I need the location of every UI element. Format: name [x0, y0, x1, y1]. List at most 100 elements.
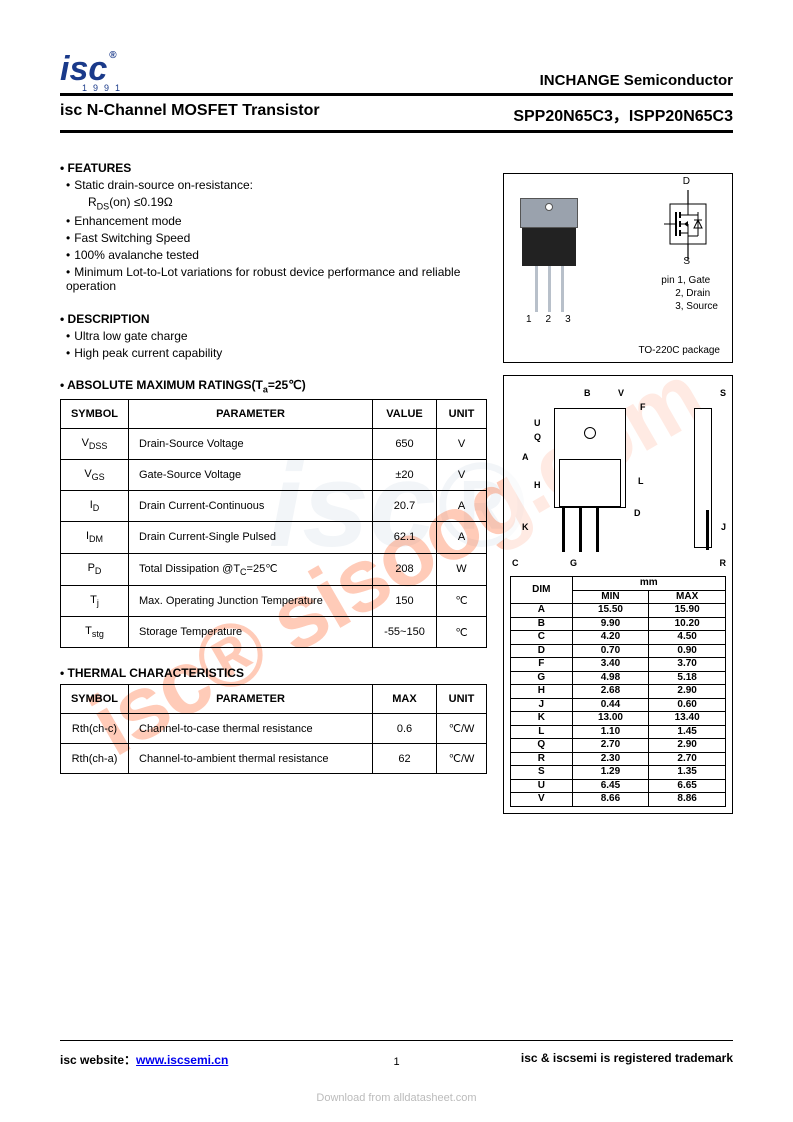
col-max: MAX: [373, 685, 437, 714]
footer-left: isc website：www.iscsemi.cn: [60, 1051, 228, 1068]
cell-dim: L: [511, 725, 573, 739]
cell-max: 15.90: [649, 604, 726, 618]
table-header-row: SYMBOL PARAMETER VALUE UNIT: [61, 399, 487, 428]
table-row: VDSSDrain-Source Voltage650V: [61, 428, 487, 459]
cell-unit: ℃: [437, 616, 487, 647]
cell-unit: A: [437, 522, 487, 553]
cell-dim: A: [511, 604, 573, 618]
cell-dim: D: [511, 644, 573, 658]
cell-symbol: PD: [61, 553, 129, 585]
cell-max: 8.86: [649, 793, 726, 807]
table-row: B9.9010.20: [511, 617, 726, 631]
feature-item: •Fast Switching Speed: [66, 231, 487, 245]
cell-symbol: VDSS: [61, 428, 129, 459]
header-rule: [60, 93, 733, 96]
col-parameter: PARAMETER: [129, 685, 373, 714]
ratings-heading: • ABSOLUTE MAXIMUM RATINGS(Ta=25℃): [60, 378, 487, 394]
col-mm: mm: [572, 577, 725, 591]
cell-parameter: Drain Current-Single Pulsed: [129, 522, 373, 553]
cell-max: 3.70: [649, 658, 726, 672]
table-row: PDTotal Dissipation @TC=25℃208W: [61, 553, 487, 585]
cell-min: 1.29: [572, 766, 649, 780]
cell-parameter: Drain-Source Voltage: [129, 428, 373, 459]
page-number: 1: [393, 1056, 399, 1068]
cell-min: 15.50: [572, 604, 649, 618]
table-row: Rth(ch-a)Channel-to-ambient thermal resi…: [61, 744, 487, 774]
cell-dim: V: [511, 793, 573, 807]
cell-symbol: Tstg: [61, 616, 129, 647]
pin-numbers: 123: [526, 314, 585, 325]
cell-dim: G: [511, 671, 573, 685]
table-row: A15.5015.90: [511, 604, 726, 618]
cell-max: 2.70: [649, 752, 726, 766]
col-max: MAX: [649, 590, 726, 604]
feature-item: •100% avalanche tested: [66, 248, 487, 262]
cell-min: 8.66: [572, 793, 649, 807]
cell-max: 4.50: [649, 631, 726, 645]
mechanical-drawing: B V F U Q A H L K D G C S J R: [510, 382, 726, 572]
cell-dim: K: [511, 712, 573, 726]
cell-dim: S: [511, 766, 573, 780]
page-header: isc® 1991 INCHANGE Semiconductor: [60, 50, 733, 89]
cell-value: ±20: [373, 459, 437, 490]
cell-max: 62: [373, 744, 437, 774]
cell-unit: W: [437, 553, 487, 585]
col-unit: UNIT: [437, 399, 487, 428]
package-name: TO-220C package: [638, 345, 720, 356]
cell-max: 2.90: [649, 739, 726, 753]
cell-dim: U: [511, 779, 573, 793]
title-row: isc N-Channel MOSFET Transistor SPP20N65…: [60, 102, 733, 126]
cell-parameter: Gate-Source Voltage: [129, 459, 373, 490]
cell-value: 650: [373, 428, 437, 459]
brand-name: INCHANGE Semiconductor: [540, 72, 733, 89]
col-symbol: SYMBOL: [61, 685, 129, 714]
table-header-row: SYMBOL PARAMETER MAX UNIT: [61, 685, 487, 714]
drain-label: D: [683, 176, 690, 187]
table-row: C4.204.50: [511, 631, 726, 645]
cell-min: 13.00: [572, 712, 649, 726]
cell-max: 0.6: [373, 714, 437, 744]
features-heading: • FEATURES: [60, 161, 487, 175]
feature-item: •Enhancement mode: [66, 214, 487, 228]
cell-dim: H: [511, 685, 573, 699]
cell-dim: B: [511, 617, 573, 631]
table-row: IDMDrain Current-Single Pulsed62.1A: [61, 522, 487, 553]
cell-parameter: Channel-to-ambient thermal resistance: [129, 744, 373, 774]
cell-max: 1.35: [649, 766, 726, 780]
cell-min: 3.40: [572, 658, 649, 672]
cell-symbol: Tj: [61, 585, 129, 616]
cell-unit: A: [437, 491, 487, 522]
table-row: D0.700.90: [511, 644, 726, 658]
cell-value: 150: [373, 585, 437, 616]
table-row: V8.668.86: [511, 793, 726, 807]
cell-parameter: Max. Operating Junction Temperature: [129, 585, 373, 616]
cell-min: 2.30: [572, 752, 649, 766]
cell-unit: ℃/W: [437, 744, 487, 774]
table-row: G4.985.18: [511, 671, 726, 685]
cell-max: 1.45: [649, 725, 726, 739]
description-item: •High peak current capability: [66, 346, 487, 360]
cell-parameter: Drain Current-Continuous: [129, 491, 373, 522]
cell-min: 6.45: [572, 779, 649, 793]
left-column: • FEATURES •Static drain-source on-resis…: [60, 161, 487, 814]
table-row: IDDrain Current-Continuous20.7A: [61, 491, 487, 522]
col-parameter: PARAMETER: [129, 399, 373, 428]
cell-dim: R: [511, 752, 573, 766]
table-row: L1.101.45: [511, 725, 726, 739]
description-item: •Ultra low gate charge: [66, 329, 487, 343]
thermal-heading: • THERMAL CHARACTERISTICS: [60, 666, 487, 680]
cell-unit: ℃: [437, 585, 487, 616]
feature-item: •Minimum Lot-to-Lot variations for robus…: [66, 265, 487, 293]
table-row: TjMax. Operating Junction Temperature150…: [61, 585, 487, 616]
package-box: 123 D: [503, 173, 733, 363]
isc-logo: isc® 1991: [60, 50, 117, 89]
cell-max: 10.20: [649, 617, 726, 631]
cell-symbol: Rth(ch-a): [61, 744, 129, 774]
to220-image: [520, 198, 578, 318]
col-min: MIN: [572, 590, 649, 604]
website-link[interactable]: www.iscsemi.cn: [136, 1053, 228, 1067]
cell-value: 208: [373, 553, 437, 585]
table-row: Q2.702.90: [511, 739, 726, 753]
footer-right: isc & iscsemi is registered trademark: [521, 1051, 733, 1068]
mechanical-box: B V F U Q A H L K D G C S J R DIMmm MINM…: [503, 375, 733, 814]
